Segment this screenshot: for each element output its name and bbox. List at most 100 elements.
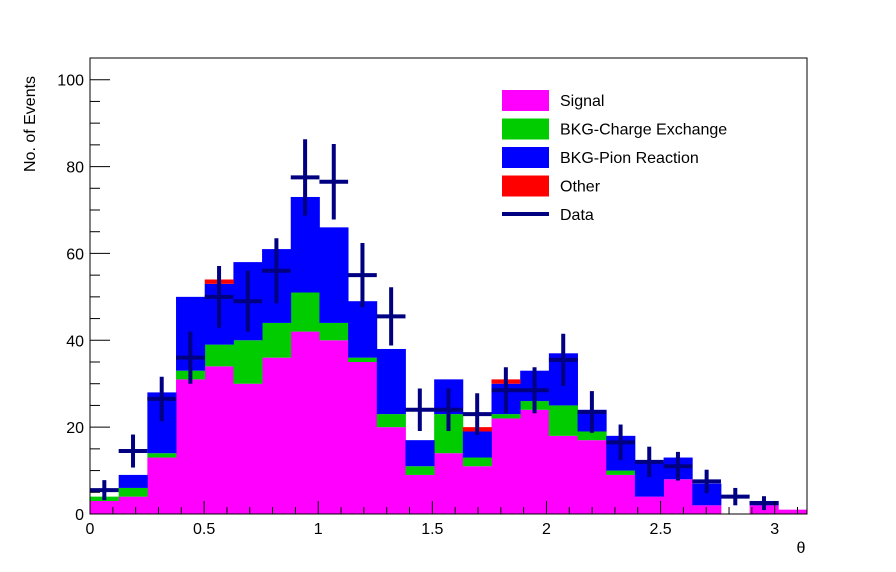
- bar-bkg-charge-exchange-18: [606, 470, 636, 475]
- data-point-3: [176, 331, 205, 384]
- data-point-19: [634, 446, 664, 478]
- bar-signal-8: [319, 340, 349, 514]
- bar-bkg-charge-exchange-11: [405, 466, 435, 475]
- legend-swatch: [502, 118, 549, 140]
- legend-item-data: Data: [502, 207, 594, 224]
- data-point-23: [749, 496, 779, 511]
- y-tick-label-2: 40: [66, 333, 84, 350]
- bar-bkg-charge-exchange-2: [147, 453, 177, 458]
- bar-bkg-charge-exchange-6: [262, 322, 292, 358]
- bar-signal-10: [376, 427, 406, 514]
- bar-signal-20: [663, 479, 693, 514]
- bar-bkg-charge-exchange-17: [577, 431, 607, 441]
- legend-swatch: [502, 175, 549, 197]
- data-point-16: [548, 333, 578, 386]
- legend-swatch: [502, 90, 549, 111]
- bar-signal-13: [462, 466, 492, 514]
- bar-bkg-pion-reaction-13: [462, 431, 492, 458]
- bar-bkg-pion-reaction-21: [692, 483, 722, 506]
- data-point-7: [290, 139, 320, 216]
- data-point-4: [204, 266, 234, 328]
- bar-bkg-charge-exchange-13: [462, 457, 492, 467]
- data-point-10: [376, 287, 406, 346]
- bar-signal-5: [233, 383, 263, 514]
- x-tick-label-1: 0.5: [193, 521, 215, 538]
- bar-signal-18: [606, 474, 636, 514]
- data-point-8: [319, 143, 349, 220]
- legend-label: Data: [560, 207, 594, 224]
- data-point-2: [147, 376, 177, 422]
- legend-label: BKG-Pion Reaction: [560, 150, 699, 167]
- bar-bkg-pion-reaction-1: [118, 474, 148, 488]
- y-tick-label-3: 60: [66, 246, 84, 263]
- legend-label: Other: [560, 179, 601, 196]
- bar-bkg-pion-reaction-11: [405, 440, 435, 467]
- data-point-6: [262, 238, 291, 304]
- data-point-13: [462, 393, 492, 435]
- data-point-12: [434, 388, 463, 432]
- bar-signal-7: [290, 331, 320, 514]
- axes: 0 0.5 1 1.5 2 2.5 3 0 20 40 60 80 100: [57, 57, 808, 538]
- data-point-21: [692, 469, 721, 494]
- bar-bkg-pion-reaction-8: [319, 227, 349, 323]
- legend-swatch: [502, 147, 549, 168]
- bar-signal-0: [89, 500, 120, 514]
- bar-signal-21: [692, 505, 722, 514]
- data-point-11: [405, 388, 435, 432]
- legend: Signal BKG-Charge Exchange BKG-Pion Reacti…: [502, 90, 727, 224]
- bar-signal-24: [778, 509, 808, 514]
- bar-signal-9: [348, 362, 378, 514]
- x-tick-label-3: 1.5: [421, 521, 443, 538]
- bar-signal-17: [577, 440, 607, 514]
- data-point-14: [491, 367, 521, 414]
- bar-bkg-charge-exchange-4: [204, 344, 234, 367]
- stacked-bars: [89, 196, 808, 514]
- bar-signal-14: [491, 418, 521, 514]
- bar-signal-16: [548, 435, 578, 514]
- y-tick-label-1: 20: [66, 420, 84, 437]
- bar-signal-12: [434, 453, 464, 514]
- bar-bkg-charge-exchange-5: [233, 340, 263, 384]
- legend-label: BKG-Charge Exchange: [560, 122, 727, 139]
- data-point-18: [606, 424, 635, 461]
- y-tick-label-4: 80: [66, 160, 84, 177]
- bar-bkg-charge-exchange-16: [548, 405, 578, 436]
- bar-bkg-charge-exchange-10: [376, 414, 406, 428]
- data-point-22: [720, 487, 750, 506]
- x-tick-label-6: 3: [770, 521, 779, 538]
- bar-signal-2: [147, 457, 177, 514]
- bar-bkg-pion-reaction-10: [376, 348, 406, 415]
- data-point-17: [577, 391, 607, 433]
- bar-signal-4: [204, 366, 234, 514]
- legend-item-bkg-pion-reaction: BKG-Pion Reaction: [502, 147, 699, 168]
- bar-signal-1: [118, 496, 148, 514]
- legend-item-signal: Signal: [502, 90, 604, 111]
- x-tick-label-2: 1: [314, 521, 323, 538]
- bar-bkg-charge-exchange-1: [118, 487, 148, 497]
- x-tick-label-4: 2: [542, 521, 551, 538]
- bar-bkg-charge-exchange-9: [348, 357, 378, 362]
- bar-bkg-charge-exchange-7: [290, 292, 320, 332]
- bar-signal-11: [405, 474, 435, 514]
- bar-signal-3: [176, 379, 206, 514]
- legend-item-bkg-charge-exchange: BKG-Charge Exchange: [502, 118, 727, 140]
- data-point-5: [233, 270, 263, 332]
- data-point-9: [348, 243, 377, 308]
- data-point-0: [89, 480, 119, 501]
- bar-bkg-charge-exchange-8: [319, 322, 349, 341]
- bar-bkg-pion-reaction-9: [348, 301, 378, 358]
- y-tick-label-5: 100: [57, 73, 84, 90]
- legend-item-other: Other: [502, 175, 601, 197]
- bar-bkg-charge-exchange-14: [491, 414, 521, 419]
- x-tick-label-0: 0: [86, 521, 95, 538]
- x-tick-label-5: 2.5: [649, 521, 671, 538]
- bar-signal-6: [262, 357, 292, 514]
- legend-label: Signal: [560, 93, 604, 110]
- bar-signal-19: [634, 496, 664, 514]
- y-axis-title: No. of Events: [22, 76, 39, 172]
- data-points: [89, 139, 779, 511]
- data-point-20: [663, 451, 693, 481]
- plot-frame: [89, 57, 808, 515]
- x-axis-title: θ: [797, 540, 806, 557]
